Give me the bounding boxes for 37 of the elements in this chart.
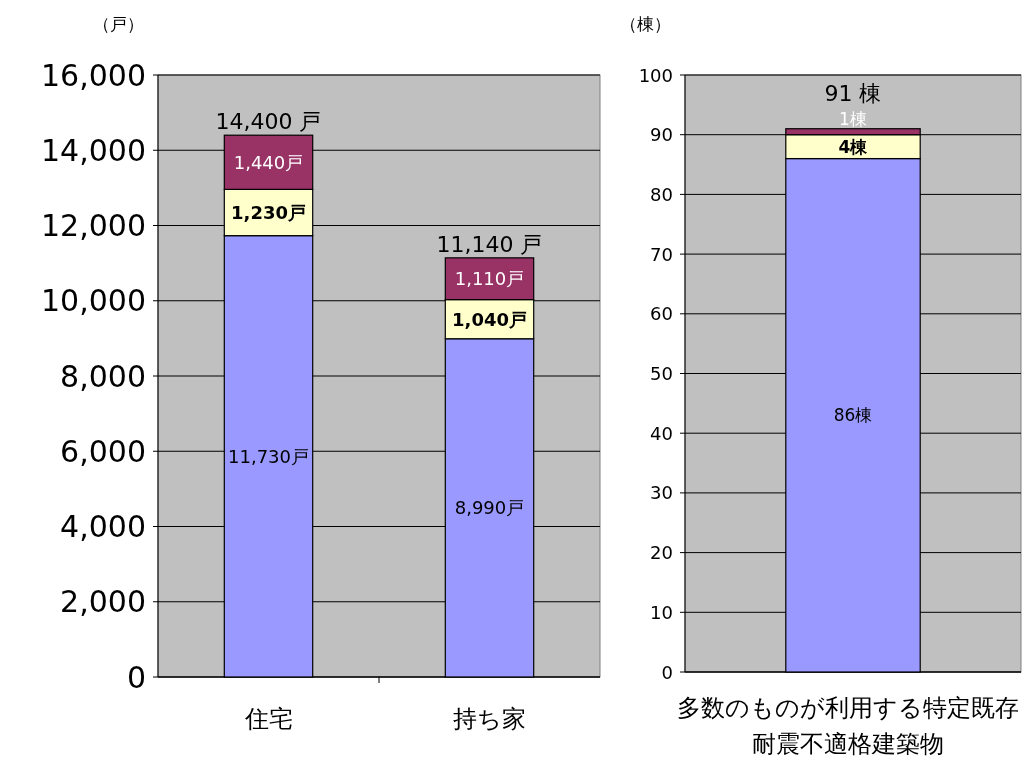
x-tick-label: 持ち家 — [453, 705, 526, 733]
y-tick-label: 8,000 — [60, 358, 146, 394]
y-tick-label: 16,000 — [41, 57, 146, 93]
y-tick-label: 50 — [650, 363, 673, 384]
y-tick-label: 4,000 — [60, 509, 146, 544]
y-axis-title: （戸） — [92, 14, 144, 34]
data-label: 11,730戸 — [228, 445, 309, 467]
x-tick-label: 住宅 — [243, 705, 293, 733]
data-label: 1棟 — [839, 108, 867, 129]
y-tick-label: 0 — [661, 661, 673, 683]
y-tick-label: 90 — [650, 124, 673, 146]
y-tick-label: 14,000 — [41, 132, 146, 168]
y-tick-label: 2,000 — [60, 584, 146, 620]
data-label: 1,040戸 — [452, 308, 527, 330]
x-tick-label: 多数のものが利用する特定既存耐震不適格建築物 — [677, 694, 1019, 758]
total-label: 14,400 戸 — [215, 109, 322, 135]
data-label: 1,110戸 — [454, 268, 525, 290]
data-label: 86棟 — [833, 405, 873, 426]
y-tick-label: 70 — [650, 243, 673, 265]
data-label: 4棟 — [838, 136, 869, 157]
data-label: 1,230戸 — [231, 202, 306, 224]
y-tick-label: 0 — [126, 659, 146, 695]
data-label: 1,440戸 — [233, 151, 304, 173]
data-label: 8,990戸 — [454, 497, 525, 519]
y-tick-label: 6,000 — [60, 433, 146, 469]
total-label: 91 棟 — [824, 80, 882, 106]
y-tick-label: 10,000 — [41, 283, 146, 319]
y-tick-label: 30 — [650, 482, 673, 504]
y-tick-label: 40 — [650, 422, 673, 444]
total-label: 11,140 戸 — [436, 231, 543, 257]
y-tick-label: 10 — [650, 601, 673, 623]
y-tick-label: 80 — [650, 183, 673, 205]
y-tick-label: 20 — [650, 542, 673, 564]
y-axis-title: （棟） — [619, 14, 671, 34]
y-tick-label: 100 — [638, 64, 673, 86]
y-tick-label: 60 — [650, 303, 673, 325]
y-tick-label: 12,000 — [41, 208, 146, 243]
